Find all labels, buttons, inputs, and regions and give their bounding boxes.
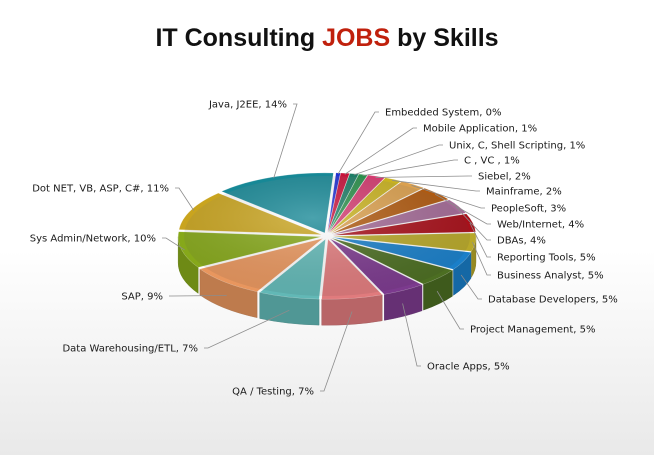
leader-line-5: [392, 180, 480, 192]
slice-label-8: DBAs, 4%: [497, 236, 546, 247]
leader-line-4: [375, 175, 472, 178]
slice-label-5: Mainframe, 2%: [486, 187, 562, 198]
slice-label-14: QA / Testing, 7%: [232, 387, 314, 398]
leader-line-13: [402, 303, 421, 367]
chart-title-suffix: by Skills: [390, 24, 499, 52]
leader-line-19: [273, 103, 298, 179]
chart-title: IT Consulting JOBS by Skills: [0, 24, 654, 53]
leader-line-1: [344, 127, 417, 175]
leader-line-14: [320, 311, 353, 392]
slice-label-3: C , VC , 1%: [464, 156, 520, 167]
slice-labels: Embedded System, 0% Mobile Application, 1…: [30, 100, 618, 398]
leader-line-11: [460, 274, 482, 300]
slice-label-16: SAP, 9%: [121, 292, 163, 303]
slice-label-7: Web/Internet, 4%: [497, 220, 584, 231]
leader-line-18: [175, 187, 195, 211]
slice-label-2: Unix, C, Shell Scripting, 1%: [449, 141, 585, 152]
chart-title-accent: JOBS: [322, 24, 391, 52]
slice-label-1: Mobile Application, 1%: [423, 124, 537, 135]
leader-line-7: [435, 193, 491, 225]
slice-label-18: Dot NET, VB, ASP, C#, 11%: [32, 184, 169, 195]
slice-label-11: Database Developers, 5%: [488, 295, 618, 306]
slice-label-10: Business Analyst, 5%: [497, 271, 604, 282]
leader-line-17: [162, 237, 185, 251]
slice-label-13: Oracle Apps, 5%: [427, 362, 510, 373]
slice-label-6: PeopleSoft, 3%: [491, 204, 566, 215]
leader-line-6: [411, 184, 485, 209]
chart-title-prefix: IT Consulting: [155, 24, 323, 52]
leader-line-0: [337, 111, 379, 175]
leader-line-8: [455, 206, 491, 241]
leader-line-9: [469, 222, 491, 258]
leader-line-15: [204, 309, 290, 349]
slice-label-0: Embedded System, 0%: [385, 108, 501, 119]
leader-line-16: [169, 295, 227, 297]
slice-label-19: Java, J2EE, 14%: [208, 100, 287, 111]
slice-label-17: Sys Admin/Network, 10%: [30, 234, 156, 245]
slice-label-12: Project Management, 5%: [470, 325, 596, 336]
slice-label-9: Reporting Tools, 5%: [497, 253, 596, 264]
leader-line-2: [353, 144, 443, 176]
slice-label-15: Data Warehousing/ETL, 7%: [62, 344, 198, 355]
leader-line-10: [472, 241, 491, 276]
leader-line-3: [362, 159, 458, 177]
leader-line-12: [436, 290, 464, 330]
slice-label-4: Siebel, 2%: [478, 172, 531, 183]
leader-lines: [162, 103, 491, 392]
